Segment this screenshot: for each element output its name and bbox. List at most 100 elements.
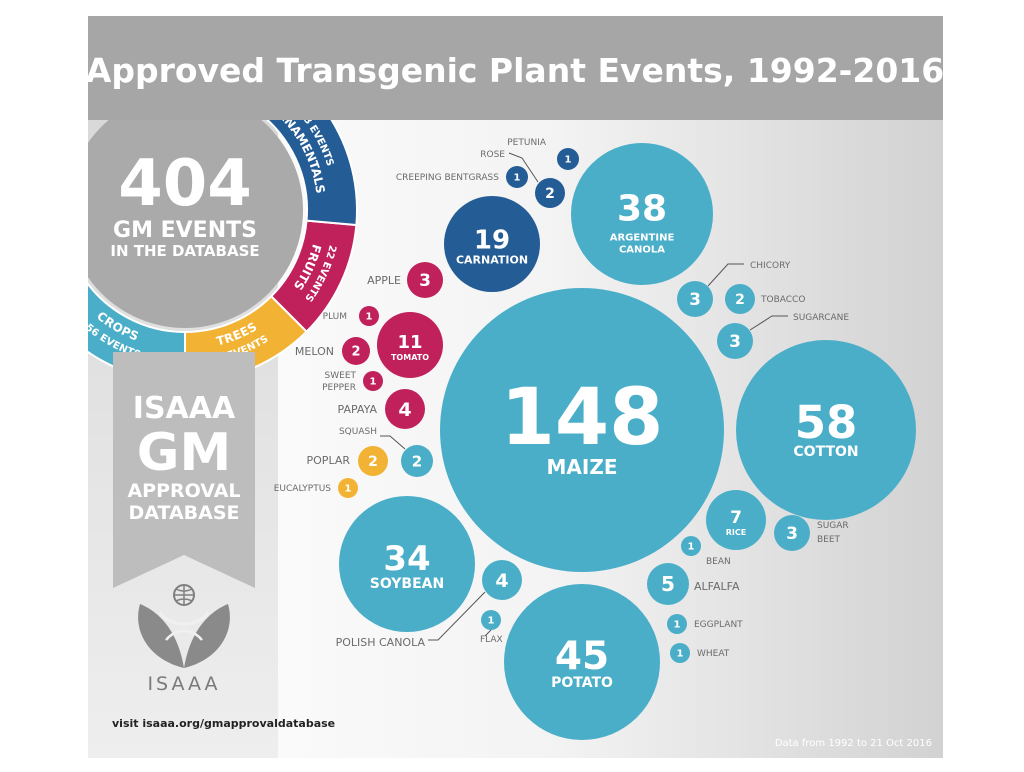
- leader-line-chicory: [707, 263, 744, 287]
- bubble-label-creeping-bentgrass: CREEPING BENTGRASS: [396, 173, 499, 183]
- bubble-label-potato: POTATO: [551, 675, 613, 691]
- bubble-circle-plum: [359, 306, 379, 326]
- bubble-circle-flax: [481, 610, 501, 630]
- bubble-eggplant: 1 EGGPLANT: [667, 614, 743, 634]
- leader-lines: [380, 152, 788, 641]
- bubble-poplar: 2 POPLAR: [307, 446, 388, 476]
- bubble-circle-wheat: [670, 643, 690, 663]
- summary-line-1: GM EVENTS: [113, 218, 257, 243]
- bubble-rose: 2 ROSE: [480, 150, 565, 208]
- bubble-value-sugar-beet: 3: [786, 524, 798, 544]
- bubble-value-petunia: 1: [565, 155, 572, 166]
- leader-line-squash: [380, 435, 406, 450]
- bubble-label-papaya: PAPAYA: [338, 403, 378, 416]
- bubble-value-eggplant: 1: [674, 620, 681, 631]
- footer-link[interactable]: visit isaaa.org/gmapprovaldatabase: [112, 717, 335, 730]
- bubble-circle-tomato: [377, 312, 443, 378]
- bubble-value-plum: 1: [366, 312, 373, 323]
- ring-segment-fruits: [269, 219, 358, 334]
- bubble-value-flax: 1: [488, 616, 495, 627]
- bubble-circle-eucalyptus: [338, 478, 358, 498]
- bubble-circle-eggplant: [667, 614, 687, 634]
- bubble-bean: 1 BEAN: [681, 536, 731, 567]
- bubble-value-cotton: 58: [795, 396, 858, 449]
- bubble-label-apple: APPLE: [367, 274, 401, 287]
- bubble-value-potato: 45: [555, 634, 609, 679]
- leaf-right-icon: [184, 604, 230, 668]
- summary-disc: [88, 120, 303, 328]
- bubble-circle-cotton: [736, 340, 916, 520]
- bubble-value-poplar: 2: [368, 454, 378, 470]
- bubble-circle-soybean: [339, 496, 475, 632]
- bubble-eucalyptus: 1 EUCALYPTUS: [274, 478, 358, 498]
- bubble-value-apple: 3: [419, 271, 431, 291]
- bubble-label-eggplant: EGGPLANT: [694, 620, 743, 630]
- bubble-label-melon: MELON: [295, 345, 334, 358]
- bubble-label-soybean: SOYBEAN: [370, 576, 444, 592]
- bubble-value-chicory: 3: [689, 290, 701, 310]
- bubble-label-rice: RICE: [726, 528, 746, 537]
- bubble-value-sweet-pepper: 1: [370, 377, 377, 388]
- bubble-circle-poplar: [358, 446, 388, 476]
- bubble-petunia: 1 PETUNIA: [507, 138, 579, 170]
- leader-line-rose: [508, 152, 539, 183]
- bubble-chicory: 3 CHICORY: [677, 261, 791, 317]
- bubble-apple: 3 APPLE: [367, 262, 443, 298]
- banner-line-3: APPROVAL: [127, 480, 240, 502]
- bubble-circle-melon: [342, 337, 370, 365]
- bubble-label-squash: SQUASH: [339, 427, 377, 437]
- bubble-value-wheat: 1: [677, 649, 684, 660]
- bubble-value-eucalyptus: 1: [345, 484, 352, 495]
- bubble-label-polish-canola: POLISH CANOLA: [336, 636, 426, 649]
- bubble-label-bean: BEAN: [706, 557, 731, 567]
- bubble-value-squash: 2: [412, 452, 422, 470]
- bubble-plum: 1 PLUM: [323, 306, 379, 326]
- header-bar: [88, 16, 943, 120]
- bubble-label-eucalyptus: EUCALYPTUS: [274, 484, 332, 494]
- bubble-circle-potato: [504, 584, 660, 740]
- bubble-label-rose: ROSE: [480, 150, 505, 160]
- footer-note: Data from 1992 to 21 Oct 2016: [775, 738, 932, 749]
- bubble-circle-carnation: [444, 196, 540, 292]
- bubble-circle-rice: [706, 490, 766, 550]
- leader-line-flax: [484, 629, 492, 637]
- banner-line-2: GM: [137, 423, 231, 483]
- bubble-argentine-canola: 38 ARGENTINE CANOLA: [571, 143, 713, 285]
- bubble-value-alfalfa: 5: [661, 572, 675, 596]
- bubble-circle-maize: [440, 288, 724, 572]
- bubble-label-plum: PLUM: [323, 312, 347, 322]
- bubble-circle-tobacco: [725, 284, 755, 314]
- bubble-label-sugarcane: SUGARCANE: [793, 313, 849, 323]
- banner-line-4: DATABASE: [128, 502, 239, 524]
- bubble-circle-polish-canola: [482, 560, 522, 600]
- bubble-sugarcane: 3 SUGARCANE: [717, 313, 849, 359]
- bubble-label-alfalfa: ALFALFA: [694, 580, 740, 593]
- bubble-label-tobacco: TOBACCO: [760, 295, 805, 305]
- leader-line-polish-canola: [428, 591, 486, 641]
- bubble-circle-papaya: [385, 389, 425, 429]
- bubble-squash: 2 SQUASH: [339, 427, 433, 477]
- bubble-label-tomato: TOMATO: [391, 353, 429, 362]
- bubble-circle-sweet-pepper: [363, 371, 383, 391]
- bubble-circle-petunia: [557, 148, 579, 170]
- bubble-value-tobacco: 2: [735, 292, 745, 308]
- bubble-circle-apple: [407, 262, 443, 298]
- bubble-label-argentine-canola: ARGENTINE CANOLA: [610, 232, 675, 255]
- bubble-label-chicory: CHICORY: [750, 261, 791, 271]
- bubble-sweet-pepper: 1 SWEET PEPPER: [322, 371, 383, 393]
- bubble-label-cotton: COTTON: [793, 444, 858, 460]
- bubble-value-soybean: 34: [383, 539, 430, 579]
- bubble-value-argentine-canola: 38: [617, 188, 667, 229]
- bubble-label-carnation: CARNATION: [456, 254, 528, 267]
- isaaa-logo: ISAAA: [138, 584, 230, 695]
- bubble-papaya: 4 PAPAYA: [338, 389, 425, 429]
- logo-text: ISAAA: [147, 673, 220, 695]
